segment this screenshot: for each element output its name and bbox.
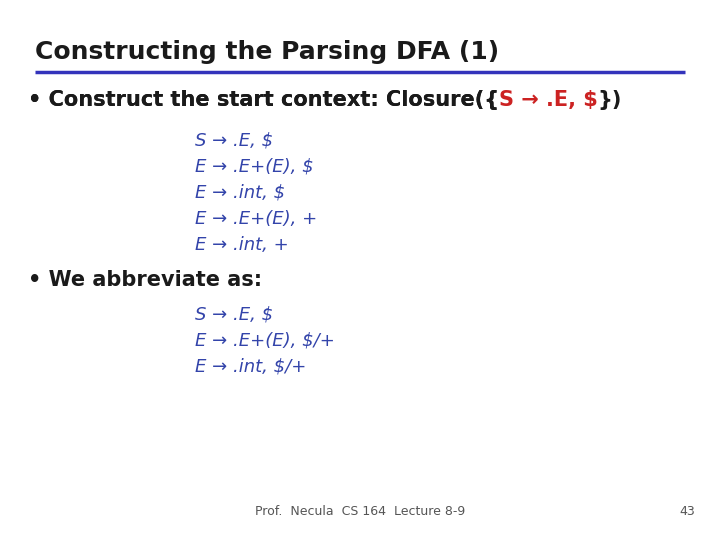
Text: • Construct the start context: Closure({: • Construct the start context: Closure({ xyxy=(28,90,499,110)
Text: S → .E, $: S → .E, $ xyxy=(195,132,273,150)
Text: • We abbreviate as:: • We abbreviate as: xyxy=(28,270,262,290)
Text: E → .int, $: E → .int, $ xyxy=(195,184,285,202)
Text: Constructing the Parsing DFA (1): Constructing the Parsing DFA (1) xyxy=(35,40,499,64)
Text: E → .E+(E), +: E → .E+(E), + xyxy=(195,210,318,228)
Text: 43: 43 xyxy=(679,505,695,518)
Text: • Construct the start context: Closure({: • Construct the start context: Closure({ xyxy=(28,90,499,110)
Text: E → .E+(E), $: E → .E+(E), $ xyxy=(195,158,314,176)
Text: S → .E, $: S → .E, $ xyxy=(499,90,598,110)
Text: E → .E+(E), $/+: E → .E+(E), $/+ xyxy=(195,331,335,349)
Text: S → .E, $: S → .E, $ xyxy=(195,305,273,323)
Text: }): }) xyxy=(598,90,622,110)
Text: E → .int, +: E → .int, + xyxy=(195,236,289,254)
Text: Prof.  Necula  CS 164  Lecture 8-9: Prof. Necula CS 164 Lecture 8-9 xyxy=(255,505,465,518)
Text: E → .int, $/+: E → .int, $/+ xyxy=(195,357,307,375)
